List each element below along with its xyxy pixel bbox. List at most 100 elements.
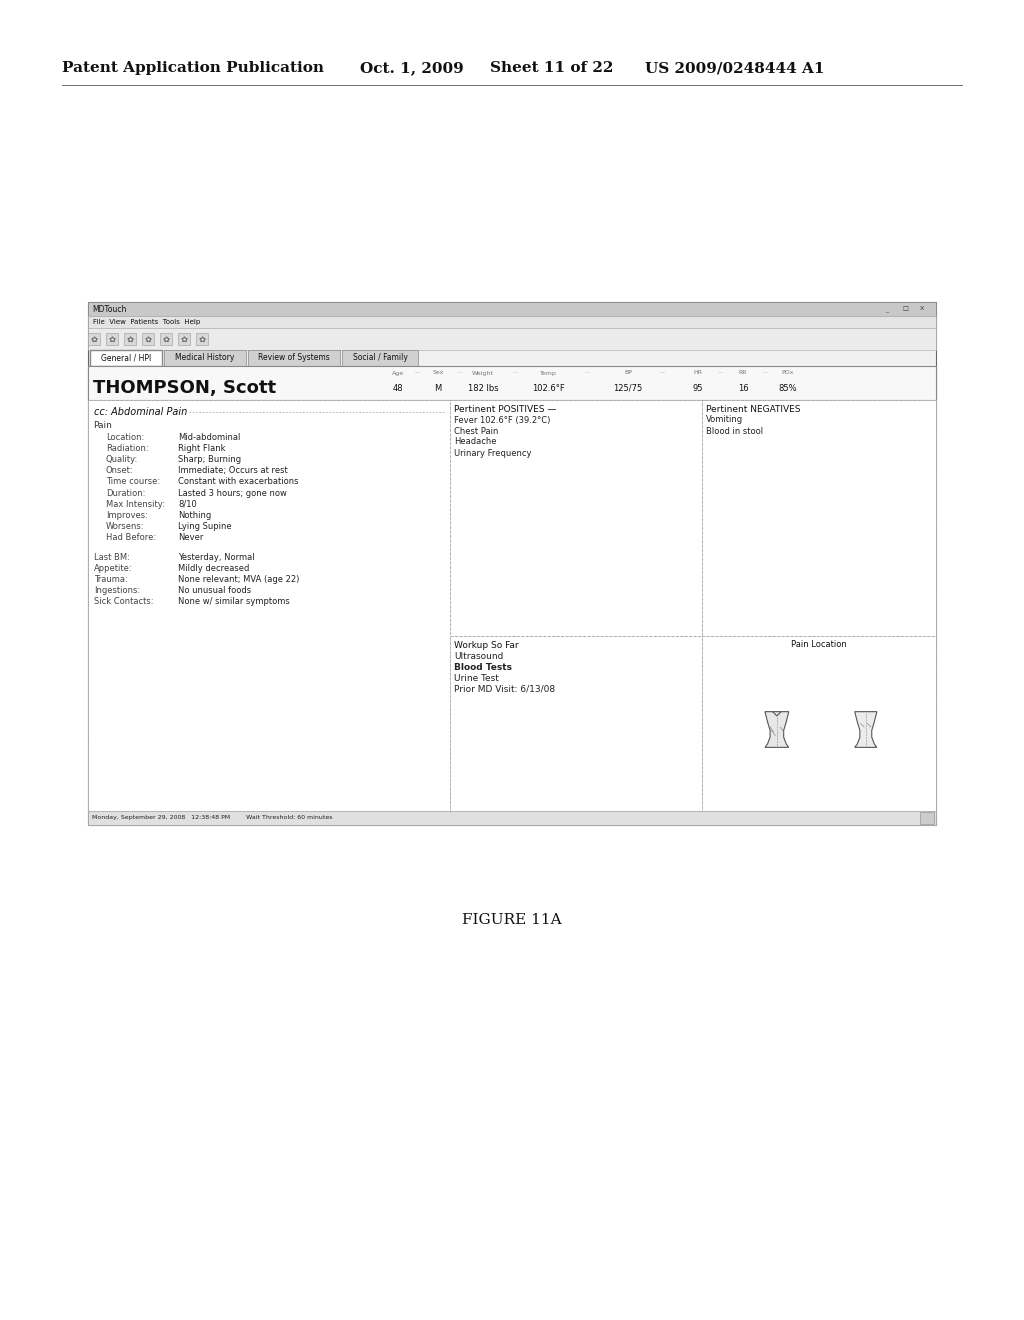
Text: ---: --- [415, 371, 421, 375]
Text: ---: --- [718, 371, 724, 375]
Text: Last BM:: Last BM: [94, 553, 130, 561]
Bar [88, 302, 936, 825]
Text: Yesterday, Normal: Yesterday, Normal [178, 553, 255, 561]
Text: Lying Supine: Lying Supine [178, 523, 231, 531]
Text: Weight: Weight [472, 371, 494, 375]
Bar [342, 350, 418, 366]
Text: cc: Abdominal Pain: cc: Abdominal Pain [94, 407, 187, 417]
Text: No unusual foods: No unusual foods [178, 586, 251, 595]
Text: Duration:: Duration: [106, 488, 145, 498]
Text: Pain Location: Pain Location [792, 640, 847, 649]
Text: Had Before:: Had Before: [106, 533, 156, 543]
Bar [450, 636, 702, 810]
Text: Pain: Pain [93, 421, 112, 430]
Text: Max Intensity:: Max Intensity: [106, 500, 165, 508]
Text: 85%: 85% [778, 384, 798, 392]
Text: ---: --- [585, 371, 591, 375]
Text: Onset:: Onset: [106, 466, 133, 475]
Bar [88, 333, 100, 345]
Text: ✿: ✿ [144, 334, 152, 343]
Text: _: _ [884, 306, 891, 312]
Text: Location:: Location: [106, 433, 144, 441]
Text: ✿: ✿ [90, 334, 97, 343]
Text: Prior MD Visit: 6/13/08: Prior MD Visit: 6/13/08 [454, 685, 555, 694]
Text: Ingestions:: Ingestions: [94, 586, 140, 595]
Text: Medical History: Medical History [175, 354, 234, 363]
Text: THOMPSON, Scott: THOMPSON, Scott [93, 379, 276, 397]
Text: Pertinent NEGATIVES: Pertinent NEGATIVES [706, 404, 801, 413]
Polygon shape [855, 711, 877, 747]
Text: ✿: ✿ [180, 334, 187, 343]
Text: 16: 16 [737, 384, 749, 392]
Text: 182 lbs: 182 lbs [468, 384, 499, 392]
Text: ✿: ✿ [127, 334, 133, 343]
Bar [702, 400, 936, 636]
Text: Mildly decreased: Mildly decreased [178, 564, 250, 573]
Text: 125/75: 125/75 [613, 384, 643, 392]
Bar [88, 315, 936, 327]
Bar [248, 350, 340, 366]
Text: Workup So Far: Workup So Far [454, 640, 518, 649]
Bar [90, 350, 162, 366]
Text: Age: Age [392, 371, 404, 375]
Bar [88, 366, 936, 400]
Text: Pertinent POSITIVES —: Pertinent POSITIVES — [454, 404, 556, 413]
Text: Fever 102.6°F (39.2°C): Fever 102.6°F (39.2°C) [454, 416, 550, 425]
Bar [196, 333, 208, 345]
Text: ✿: ✿ [199, 334, 206, 343]
Bar [88, 302, 936, 315]
Text: 48: 48 [392, 384, 403, 392]
Text: M: M [434, 384, 441, 392]
Polygon shape [765, 711, 788, 747]
Bar [88, 400, 450, 810]
Text: None w/ similar symptoms: None w/ similar symptoms [178, 597, 290, 606]
Text: Oct. 1, 2009: Oct. 1, 2009 [360, 61, 464, 75]
Text: FIGURE 11A: FIGURE 11A [462, 913, 562, 927]
Text: Sex: Sex [432, 371, 443, 375]
Text: Temp: Temp [540, 371, 556, 375]
Text: Urine Test: Urine Test [454, 673, 499, 682]
Text: POx: POx [781, 371, 795, 375]
Text: Nothing: Nothing [178, 511, 211, 520]
Text: ---: --- [763, 371, 768, 375]
Text: US 2009/0248444 A1: US 2009/0248444 A1 [645, 61, 824, 75]
Text: Radiation:: Radiation: [106, 444, 148, 453]
Text: 102.6°F: 102.6°F [531, 384, 564, 392]
Text: Urinary Frequency: Urinary Frequency [454, 449, 531, 458]
Bar [124, 333, 136, 345]
Text: ✿: ✿ [163, 334, 170, 343]
Bar [106, 333, 118, 345]
Text: ✿: ✿ [109, 334, 116, 343]
Bar [702, 636, 936, 810]
Text: Sheet 11 of 22: Sheet 11 of 22 [490, 61, 613, 75]
Bar [88, 327, 936, 350]
Text: Sick Contacts:: Sick Contacts: [94, 597, 154, 606]
Text: File  View  Patients  Tools  Help: File View Patients Tools Help [93, 319, 201, 325]
Bar [450, 400, 702, 636]
Text: Monday, September 29, 2008   12:38:48 PM        Wait Threshold: 60 minutes: Monday, September 29, 2008 12:38:48 PM W… [92, 816, 333, 821]
Text: Chest Pain: Chest Pain [454, 426, 499, 436]
Text: Headache: Headache [454, 437, 497, 446]
Bar [88, 810, 936, 825]
Text: Sharp; Burning: Sharp; Burning [178, 455, 241, 463]
Text: 8/10: 8/10 [178, 500, 197, 508]
Text: RR: RR [738, 371, 748, 375]
Text: Social / Family: Social / Family [352, 354, 408, 363]
Text: Time course:: Time course: [106, 478, 160, 486]
Text: Mid-abdominal: Mid-abdominal [178, 433, 241, 441]
Text: Ultrasound: Ultrasound [454, 652, 504, 661]
Text: Blood in stool: Blood in stool [706, 426, 763, 436]
Text: X: X [918, 306, 927, 312]
Text: □: □ [901, 306, 911, 312]
Text: Immediate; Occurs at rest: Immediate; Occurs at rest [178, 466, 288, 475]
Bar [142, 333, 154, 345]
Text: Blood Tests: Blood Tests [454, 663, 512, 672]
Bar [164, 350, 246, 366]
Text: Constant with exacerbations: Constant with exacerbations [178, 478, 299, 486]
Text: ---: --- [660, 371, 666, 375]
Text: Never: Never [178, 533, 204, 543]
Text: ---: --- [458, 371, 464, 375]
Text: Appetite:: Appetite: [94, 564, 133, 573]
Text: HR: HR [693, 371, 702, 375]
Text: Patent Application Publication: Patent Application Publication [62, 61, 324, 75]
